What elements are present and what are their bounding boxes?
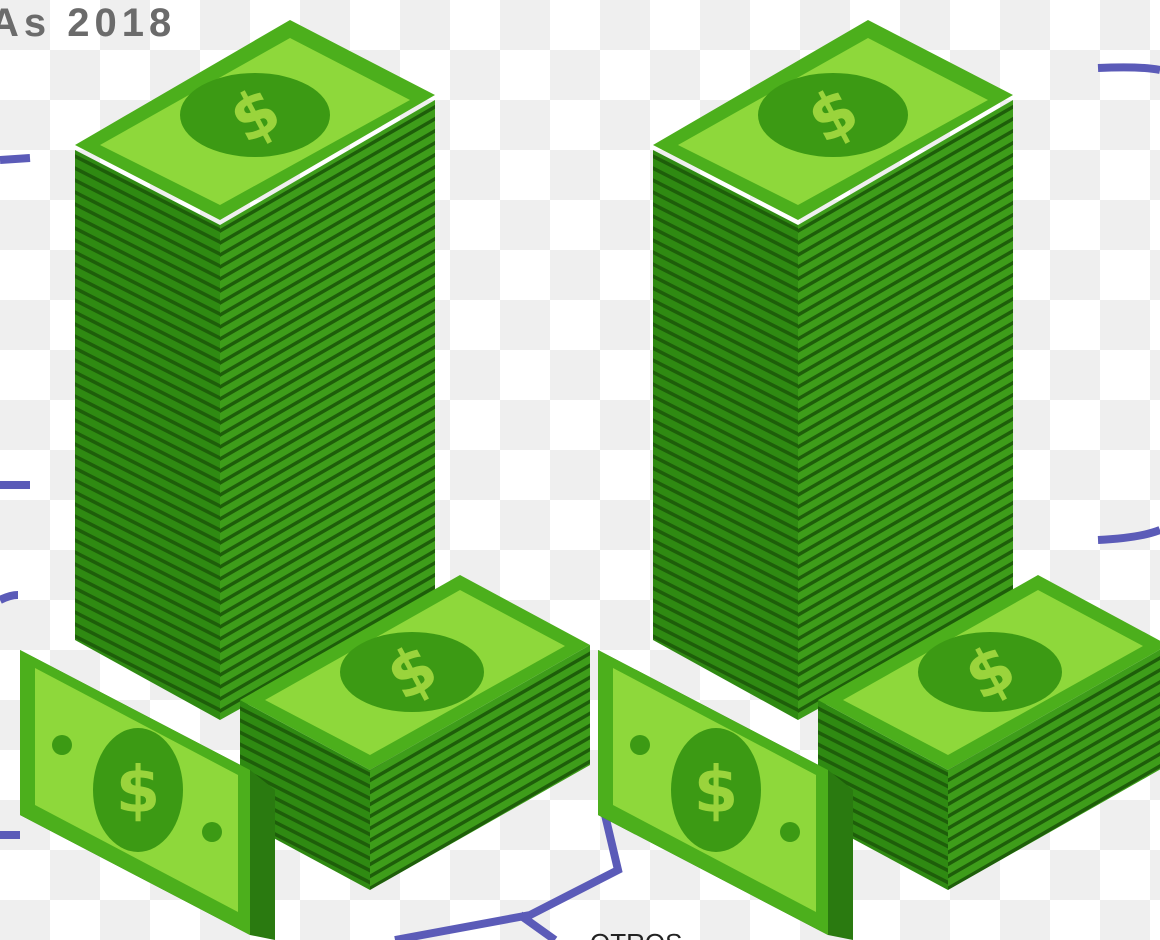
page: {"title": "As 2018", "label": "OTROS"} $: [0, 0, 1160, 940]
title: As 2018: [0, 1, 176, 45]
slide: $ $ $ As 2018 OTROS: [0, 0, 1160, 940]
category-label: OTROS: [590, 928, 682, 940]
